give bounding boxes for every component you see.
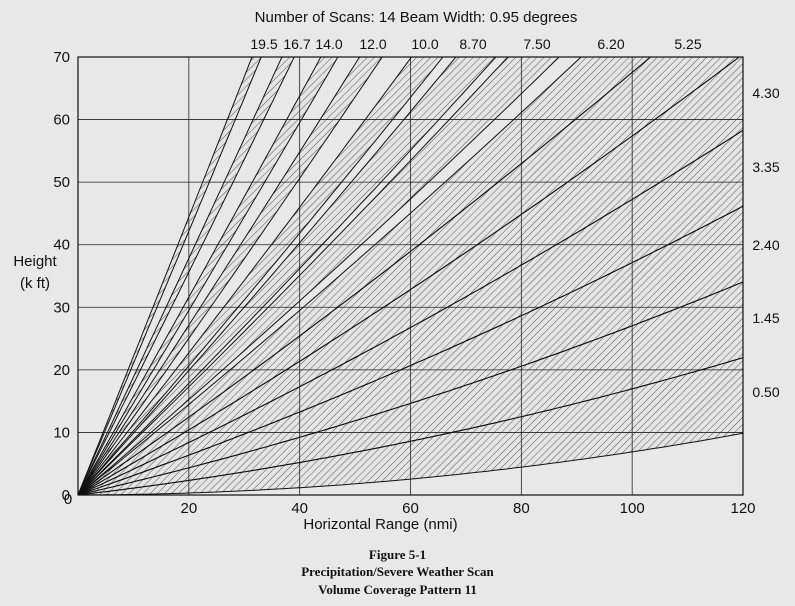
beam-edge-line-13-lower (78, 57, 262, 495)
top-elevation-label: 12.0 (359, 36, 386, 52)
x-axis-label: Horizontal Range (nmi) (303, 516, 457, 533)
y-tick-label: 70 (53, 49, 70, 66)
y-axis-label: Height (13, 253, 57, 270)
beam-band-1 (78, 282, 743, 495)
beam-edge-line-9-upper (78, 57, 413, 495)
x-tick-label: 100 (620, 500, 645, 517)
beam-band-11 (78, 57, 338, 495)
beam-edge-line-11-lower (78, 57, 339, 495)
right-elevation-label: 0.50 (752, 384, 779, 400)
beam-edge-line-8-upper (78, 57, 457, 495)
beam-edge-line-1-lower (78, 357, 743, 495)
beam-edge-line-12-lower (78, 57, 295, 495)
beam-edge-line-3-lower (78, 205, 743, 495)
right-elevation-label: 3.35 (752, 159, 779, 175)
top-elevation-label: 8.70 (459, 36, 486, 52)
top-elevation-label: 19.5 (250, 36, 277, 52)
beam-edge-line-7-upper (78, 57, 509, 495)
beam-edge-line-7-lower (78, 57, 560, 495)
beam-edge-line-11-upper (78, 57, 322, 495)
beam-edge-line-2-lower (78, 281, 743, 495)
beam-band-7 (78, 57, 560, 495)
x-tick-label: 60 (402, 500, 419, 517)
y-tick-label: 60 (53, 112, 70, 129)
y-axis-label: (k ft) (20, 275, 50, 292)
beam-band-10 (78, 57, 383, 495)
y-tick-label: 40 (53, 237, 70, 254)
y-tick-label: 30 (53, 299, 70, 316)
y-tick-label: 50 (53, 174, 70, 191)
beam-edge-line-0-lower (78, 432, 743, 495)
right-elevation-label: 4.30 (752, 85, 779, 101)
plot-frame (77, 56, 744, 496)
chart-header: Number of Scans: 14 Beam Width: 0.95 deg… (255, 9, 578, 26)
beam-edge-line-6-upper (78, 57, 582, 495)
beam-edge-line-5-lower (78, 57, 741, 495)
beam-band-5 (78, 57, 740, 495)
beam-band-6 (78, 57, 651, 495)
beam-edge-line-10-upper (78, 57, 361, 495)
x-tick-label: 120 (730, 500, 755, 517)
beam-edge-line-8-lower (78, 57, 497, 495)
top-elevation-label: 7.50 (523, 36, 550, 52)
top-elevation-label: 14.0 (315, 36, 342, 52)
y-tick-label: 10 (53, 424, 70, 441)
figure-title: Precipitation/Severe Weather Scan (301, 564, 494, 579)
beam-edge-line-13-upper (78, 57, 253, 495)
figure-number: Figure 5-1 (368, 547, 427, 562)
y-tick-label: 0 (62, 487, 70, 504)
vcp-chart: 0 10 20 30 40 50 60 70 20 40 60 80 100 120 0 Horizontal… (13, 9, 780, 533)
beam-band-12 (78, 57, 295, 495)
top-elevation-label: 5.25 (674, 36, 701, 52)
beam-edge-line-4-lower (78, 129, 743, 495)
beam-edge-line-6-lower (78, 57, 652, 495)
top-elevation-label: 10.0 (411, 36, 438, 52)
beam-edge-line-9-lower (78, 57, 444, 495)
beam-edge-line-10-lower (78, 57, 383, 495)
x-tick-label: 20 (180, 500, 197, 517)
beam-edge-line-12-upper (78, 57, 283, 495)
beam-band-8 (78, 57, 496, 495)
top-elevation-label: 16.7 (283, 36, 310, 52)
x-tick-label: 80 (513, 500, 530, 517)
top-elevation-label: 6.20 (597, 36, 624, 52)
right-elevation-label: 1.45 (752, 310, 779, 326)
right-elevation-label: 2.40 (752, 237, 779, 253)
x-tick-label: 0 (64, 491, 72, 508)
beam-band-9 (78, 57, 443, 495)
figure-subtitle: Volume Coverage Pattern 11 (318, 582, 477, 597)
x-tick-label: 40 (291, 500, 308, 517)
y-tick-label: 20 (53, 362, 70, 379)
